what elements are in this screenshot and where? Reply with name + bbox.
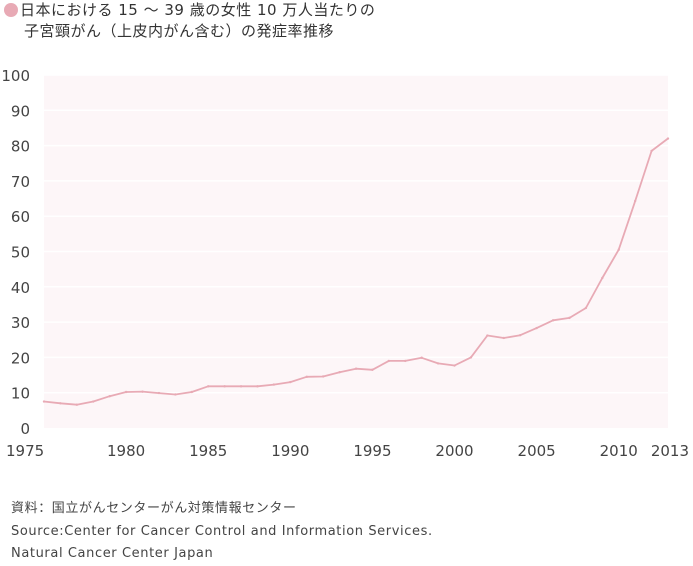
data-point (207, 385, 210, 388)
data-point (371, 368, 374, 371)
data-point (666, 137, 670, 140)
y-tick-label: 50 (11, 244, 30, 262)
data-point (124, 390, 128, 394)
data-point (650, 149, 653, 153)
data-point (601, 276, 604, 280)
x-tick-label: 1975 (6, 442, 44, 460)
y-tick-label: 80 (11, 138, 30, 156)
data-point (584, 306, 588, 310)
data-point (239, 385, 243, 388)
y-tick-label: 60 (11, 208, 30, 226)
x-tick-label: 2005 (518, 442, 556, 460)
y-tick-label: 40 (11, 279, 30, 297)
x-tick-label: 1985 (189, 442, 227, 460)
data-point (108, 395, 111, 398)
source-line-1: 資料：国立がんセンターがん対策情報センター (11, 501, 297, 516)
y-tick-label: 70 (11, 173, 30, 191)
data-point (436, 362, 440, 365)
data-point (141, 390, 144, 393)
data-point (617, 248, 620, 251)
y-tick-label: 30 (11, 314, 30, 332)
data-point (59, 402, 62, 405)
data-point (486, 334, 489, 337)
y-axis-ticks: 0 10 20 30 40 50 60 70 80 90 100 (1, 67, 30, 438)
x-tick-label: 1995 (353, 442, 391, 460)
source-line-2: Source:Center for Cancer Control and Inf… (11, 523, 433, 539)
data-point (92, 400, 95, 403)
y-tick-label: 10 (11, 385, 30, 403)
data-point (157, 391, 161, 395)
title-line-1: 日本における 15 〜 39 歳の女性 10 万人当たりの (4, 0, 684, 21)
data-point (190, 390, 193, 394)
data-point (289, 380, 292, 384)
chart-title: 日本における 15 〜 39 歳の女性 10 万人当たりの 子宮頸がん（上皮内が… (4, 0, 684, 42)
source-line-3: Natural Cancer Center Japan (11, 546, 214, 561)
x-tick-label: 1980 (107, 442, 145, 460)
data-point (174, 393, 177, 396)
data-point (272, 383, 276, 386)
data-point (633, 199, 637, 203)
data-point (42, 400, 46, 403)
series-group (42, 137, 670, 406)
grid-lines (44, 74, 668, 394)
x-tick-label: 2013 (651, 442, 689, 460)
title-line-2: 子宮頸がん（上皮内がん含む）の発症率推移 (24, 22, 335, 40)
data-point (568, 316, 571, 320)
source-note: 資料：国立がんセンターがん対策情報センター Source:Center for … (11, 498, 433, 566)
data-point (469, 356, 473, 359)
data-point (387, 359, 391, 363)
title-text-1: 日本における 15 〜 39 歳の女性 10 万人当たりの (20, 1, 376, 19)
y-tick-label: 100 (1, 67, 30, 85)
data-point (75, 403, 79, 406)
y-tick-label: 0 (20, 420, 30, 438)
legend-bullet-icon (4, 3, 18, 17)
x-axis-ticks: 1975 1980 1985 1990 1995 2000 2005 2010 2013 (6, 442, 689, 460)
data-point (256, 385, 259, 388)
x-tick-label: 2000 (435, 442, 473, 460)
y-tick-label: 20 (11, 349, 30, 367)
data-point (453, 364, 456, 367)
data-point (305, 375, 308, 379)
data-point (338, 371, 341, 374)
data-point (321, 375, 325, 378)
data-point (551, 319, 555, 322)
data-point (404, 359, 407, 363)
data-point (535, 326, 538, 330)
x-tick-label: 2010 (600, 442, 638, 460)
y-tick-label: 90 (11, 102, 30, 120)
data-point (519, 333, 522, 337)
data-point (420, 356, 423, 359)
data-point (354, 367, 358, 370)
data-point (502, 336, 505, 340)
x-tick-label: 1990 (271, 442, 309, 460)
data-point (223, 385, 226, 388)
